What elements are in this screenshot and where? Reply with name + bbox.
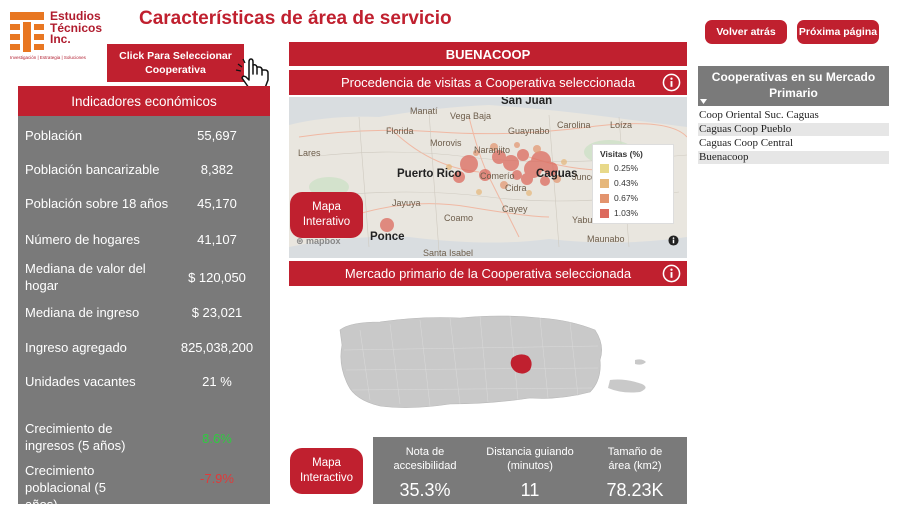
interactive-map-button-2[interactable]: Mapa Interactivo bbox=[290, 448, 363, 494]
primary-market-title: Mercado primario de la Cooperativa selec… bbox=[344, 266, 632, 281]
map-label-naranjito: Naranjito bbox=[474, 145, 511, 155]
indicator-label: Crecimiento poblacional (5 años) bbox=[25, 463, 106, 512]
indicator-label: Unidades vacantes bbox=[25, 374, 136, 389]
map-label-loiza: Loíza bbox=[610, 120, 633, 130]
indicator-value: -7.9% bbox=[200, 471, 234, 486]
map-label-caguas: Caguas bbox=[536, 168, 578, 180]
map-label-cidra: Cidra bbox=[505, 183, 527, 193]
economic-indicators-title: Indicadores económicos bbox=[18, 86, 270, 116]
coop-list-title: Cooperativas en su Mercado Primario bbox=[698, 66, 889, 106]
map-label-guaynabo: Guaynabo bbox=[508, 126, 550, 136]
indicator-value: 41,107 bbox=[197, 232, 237, 247]
indicator-value: $ 120,050 bbox=[188, 270, 246, 285]
coop-list-item[interactable]: Coop Oriental Suc. Caguas bbox=[699, 109, 819, 121]
legend-swatch bbox=[600, 209, 609, 219]
pointer-hand-icon bbox=[235, 58, 269, 89]
legend-label: 0.67% bbox=[614, 193, 639, 203]
metric-label: Nota de accesibilidad bbox=[393, 446, 457, 472]
metric-value: 35.3% bbox=[399, 480, 451, 500]
indicator-label: Crecimiento de ingresos (5 años) bbox=[25, 421, 126, 453]
mapbox-logo: ⊛ mapbox bbox=[296, 236, 341, 246]
select-cooperative-button[interactable]: Click Para Seleccionar Cooperativa bbox=[107, 44, 244, 82]
map-label-florida: Florida bbox=[386, 126, 414, 136]
map-label-cayey: Cayey bbox=[502, 204, 528, 214]
map-label-juncos: Juncos bbox=[572, 172, 601, 182]
metric-value: 78.23K bbox=[606, 480, 664, 500]
map-label-comerio: Comerío bbox=[480, 171, 515, 181]
indicator-label: Población bbox=[25, 128, 83, 143]
map-label-morovis: Morovis bbox=[430, 138, 462, 148]
indicator-label: Mediana de ingreso bbox=[25, 305, 140, 320]
map-label-carolina: Carolina bbox=[557, 120, 591, 130]
map-label-jayuya: Jayuya bbox=[392, 198, 421, 208]
info-icon[interactable] bbox=[662, 73, 681, 92]
company-logo: Estudios Técnicos Inc. Investigación | E… bbox=[10, 8, 120, 60]
indicator-value: 825,038,200 bbox=[180, 340, 254, 355]
legend-item: 0.25% bbox=[600, 163, 639, 174]
sort-arrow-icon[interactable] bbox=[700, 99, 707, 104]
map-label-manati: Manatí bbox=[410, 106, 438, 116]
coop-list-item[interactable]: Buenacoop bbox=[698, 151, 889, 164]
visits-legend: Visitas (%) 0.25% 0.43% 0.67% 1.03% bbox=[592, 144, 674, 224]
logo-tagline: Investigación | Estrategia | Soluciones bbox=[10, 55, 86, 60]
visits-map[interactable]: San Juan Puerto Rico Caguas Ponce Manatí… bbox=[289, 97, 687, 258]
indicator-label: Número de hogares bbox=[25, 232, 140, 247]
legend-title: Visitas (%) bbox=[600, 149, 643, 159]
indicator-label: Población sobre 18 años bbox=[25, 196, 169, 211]
map-label-san-juan: San Juan bbox=[501, 97, 553, 107]
logo-mark-icon bbox=[10, 12, 44, 52]
metric-label: Tamaño de área (km2) bbox=[607, 446, 663, 472]
metric-area-size: Tamaño de área (km2) 78.23K bbox=[583, 437, 687, 504]
map-label-vega-baja: Vega Baja bbox=[450, 111, 492, 121]
indicator-value: 55,697 bbox=[197, 128, 237, 143]
indicator-label: Ingreso agregado bbox=[25, 340, 127, 355]
next-page-button[interactable]: Próxima página bbox=[797, 20, 879, 44]
map-label-yabucoa: Yabucoa bbox=[572, 215, 607, 225]
interactive-map-button[interactable]: Mapa Interativo bbox=[290, 192, 363, 238]
legend-label: 1.03% bbox=[614, 208, 639, 218]
metric-value: 11 bbox=[520, 480, 540, 500]
indicator-value: $ 23,021 bbox=[191, 305, 243, 320]
coop-list-item[interactable]: Caguas Coop Central bbox=[699, 137, 794, 149]
map-label-maunabo: Maunabo bbox=[587, 234, 625, 244]
legend-item: 1.03% bbox=[600, 208, 639, 219]
indicator-value: 8,382 bbox=[200, 162, 234, 177]
map-label-santa-isabel: Santa Isabel bbox=[423, 248, 474, 258]
primary-market-map[interactable] bbox=[330, 300, 660, 430]
mapbox-text: mapbox bbox=[306, 236, 341, 246]
indicator-value: 45,170 bbox=[197, 196, 237, 211]
indicator-label: Mediana de valor del hogar bbox=[25, 261, 146, 293]
legend-label: 0.25% bbox=[614, 163, 639, 173]
selected-coop-title: BUENACOOP bbox=[289, 42, 687, 66]
metrics-panel: Nota de accesibilidad 35.3% Distancia gu… bbox=[373, 437, 687, 504]
primary-market-header: Mercado primario de la Cooperativa selec… bbox=[289, 261, 687, 286]
visits-map-header: Procedencia de visitas a Cooperativa sel… bbox=[289, 70, 687, 95]
legend-label: 0.43% bbox=[614, 178, 639, 188]
map-label-lares: Lares bbox=[298, 148, 321, 158]
back-button[interactable]: Volver atrás bbox=[705, 20, 787, 44]
legend-item: 0.43% bbox=[600, 178, 639, 189]
page-title: Características de área de servicio bbox=[139, 8, 452, 29]
indicator-value: 8.6% bbox=[202, 431, 232, 446]
map-attribution-icon[interactable] bbox=[668, 235, 679, 246]
coop-list-item[interactable]: Caguas Coop Pueblo bbox=[698, 123, 889, 136]
visits-map-title: Procedencia de visitas a Cooperativa sel… bbox=[340, 75, 636, 90]
metric-accessibility: Nota de accesibilidad 35.3% bbox=[373, 437, 477, 504]
info-icon[interactable] bbox=[662, 264, 681, 283]
legend-swatch bbox=[600, 179, 609, 189]
legend-swatch bbox=[600, 164, 609, 174]
legend-item: 0.67% bbox=[600, 193, 639, 204]
economic-indicators-panel: Indicadores económicos Población 55,697 … bbox=[18, 86, 270, 512]
metric-label: Distancia guiando (minutos) bbox=[486, 446, 574, 472]
metric-driving-distance: Distancia guiando (minutos) 11 bbox=[478, 437, 582, 504]
logo-name: Estudios Técnicos Inc. bbox=[50, 9, 103, 46]
map-label-puerto-rico: Puerto Rico bbox=[397, 168, 462, 180]
legend-swatch bbox=[600, 194, 609, 204]
map-label-coamo: Coamo bbox=[444, 213, 474, 223]
indicator-label: Población bancarizable bbox=[25, 162, 160, 177]
indicator-value: 21 % bbox=[202, 374, 232, 389]
map-label-ponce: Ponce bbox=[370, 231, 405, 243]
